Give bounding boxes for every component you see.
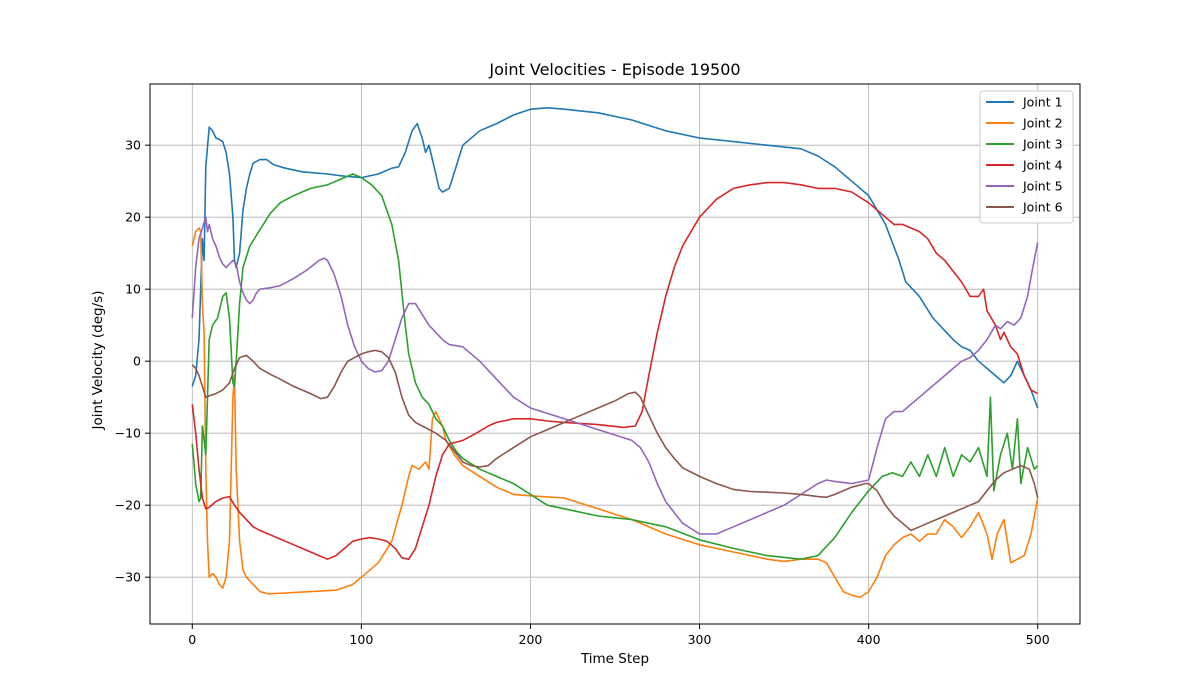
series-line-joint-6 bbox=[191, 349, 1039, 532]
legend-label: Joint 1 bbox=[1022, 95, 1063, 110]
ticks: 0 100 200 300 400 500 −30 −20 −10 0 10 20 30 bbox=[115, 138, 1050, 647]
y-tick-label: −30 bbox=[115, 570, 141, 585]
x-tick-label: 300 bbox=[688, 632, 712, 647]
y-tick-label: −10 bbox=[115, 426, 141, 441]
legend-label: Joint 5 bbox=[1022, 179, 1063, 194]
series-line-joint-5 bbox=[191, 216, 1039, 535]
x-tick-label: 400 bbox=[857, 632, 881, 647]
y-tick-label: 20 bbox=[125, 210, 141, 225]
x-tick-label: 0 bbox=[188, 632, 196, 647]
legend-label: Joint 3 bbox=[1022, 137, 1063, 152]
chart-title: Joint Velocities - Episode 19500 bbox=[488, 60, 740, 79]
y-tick-label: 0 bbox=[133, 354, 141, 369]
legend-label: Joint 2 bbox=[1022, 116, 1063, 131]
grid bbox=[150, 84, 1080, 624]
legend-label: Joint 6 bbox=[1022, 200, 1063, 215]
x-tick-label: 100 bbox=[349, 632, 373, 647]
x-axis-title: Time Step bbox=[580, 651, 649, 667]
y-tick-label: 10 bbox=[125, 282, 141, 297]
y-tick-label: −20 bbox=[115, 498, 141, 513]
series-line-joint-1 bbox=[191, 107, 1039, 409]
y-tick-label: 30 bbox=[125, 138, 141, 153]
plot-frame bbox=[149, 83, 1081, 625]
series-line-joint-4 bbox=[191, 181, 1039, 561]
legend-label: Joint 4 bbox=[1022, 158, 1063, 173]
x-tick-label: 500 bbox=[1026, 632, 1050, 647]
legend: Joint 1 Joint 2 Joint 3 Joint 4 Joint 5 Joint… bbox=[979, 90, 1074, 224]
series-line-joint-2 bbox=[191, 227, 1039, 599]
y-axis-title: Joint Velocity (deg/s) bbox=[90, 291, 106, 431]
series-line-joint-3 bbox=[191, 173, 1039, 561]
x-tick-label: 200 bbox=[519, 632, 543, 647]
series-layer bbox=[191, 107, 1039, 599]
